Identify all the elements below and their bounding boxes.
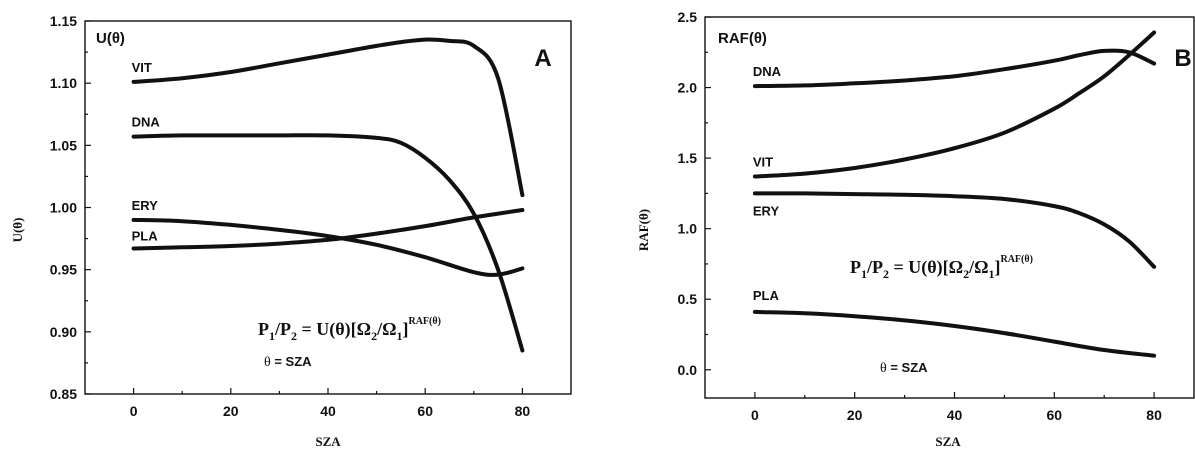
y-tick-label: 0.95: [50, 262, 77, 278]
x-tick-label: 40: [947, 407, 963, 423]
formula-a: P1/P2 = U(θ)[Ω2/Ω1]RAF(θ): [258, 316, 441, 343]
series-line-vit: [131, 37, 525, 198]
series-line-vit: [752, 30, 1157, 179]
x-tick-label: 60: [1046, 407, 1062, 423]
y-tick-label: 0.5: [678, 291, 698, 307]
formula-b-s2: 2: [883, 267, 889, 281]
y-tick-label: 0.85: [50, 386, 77, 402]
panel-label-b: B: [1174, 45, 1191, 72]
x-axis-label-a: SZA: [315, 434, 341, 449]
series-label-pla: PLA: [132, 229, 159, 244]
series-label-dna: DNA: [753, 64, 782, 79]
chart-title-b: RAF(θ): [718, 30, 767, 47]
series-label-pla: PLA: [753, 288, 780, 303]
y-tick-label: 1.5: [678, 150, 698, 166]
formula-b-s1: 1: [861, 267, 867, 281]
formula-a-mid: /Ω: [376, 319, 396, 339]
y-axis-b: 0.0 0.5 1.0 1.5 2.0 2.5: [678, 9, 711, 378]
series-line-dna: [131, 133, 525, 353]
y-tick-label: 2.5: [678, 9, 698, 25]
formula-a-s3: 2: [371, 329, 377, 343]
y-axis-a: 0.85 0.90 0.95 1.00 1.05 1.10 1.15: [50, 13, 91, 402]
y-tick-label: 1.10: [50, 75, 77, 91]
formula-b-slash: /P: [866, 257, 883, 277]
panel-label-a: A: [534, 45, 551, 72]
x-tick-label: 0: [751, 407, 759, 423]
y-tick-label: 1.0: [678, 221, 698, 237]
x-axis-label-b: SZA: [935, 434, 961, 449]
formula-a-eq: = U(θ)[Ω: [297, 319, 371, 340]
x-tick-label: 60: [417, 403, 433, 419]
series-label-vit: VIT: [132, 60, 152, 75]
formula-b-eq: = U(θ)[Ω: [889, 257, 963, 278]
x-tick-label: 40: [320, 403, 336, 419]
y-axis-label-b: RAF(θ): [636, 209, 651, 251]
formula-b-exp: RAF(θ): [1000, 254, 1032, 265]
x-tick-label: 20: [847, 407, 863, 423]
theta-note-b: θ = SZA: [880, 360, 928, 376]
theta-note-a-symbol: θ: [264, 355, 271, 370]
y-tick-label: 1.00: [50, 200, 77, 216]
y-tick-label: 1.15: [50, 13, 77, 29]
series-group-b: DNA VIT ERY PLA: [752, 30, 1157, 358]
formula-a-s1: 1: [269, 329, 275, 343]
series-line-ery: [752, 191, 1157, 269]
formula-b-s4: 1: [988, 267, 994, 281]
formula-a-exp: RAF(θ): [408, 316, 440, 327]
chart-title-a: U(θ): [96, 30, 125, 47]
formula-a-p: P: [258, 319, 269, 339]
series-label-vit: VIT: [753, 154, 773, 169]
chart-b: 0.0 0.5 1.0 1.5 2.0 2.5 0 20 40 60 80 DNA VIT ERY PL…: [636, 9, 1195, 449]
series-label-ery: ERY: [132, 198, 159, 213]
y-axis-label-a: U(θ): [10, 218, 25, 243]
x-tick-label: 20: [223, 403, 239, 419]
formula-b-s3: 2: [963, 267, 969, 281]
formula-b-close: ]: [994, 257, 1000, 277]
x-tick-label: 80: [515, 403, 531, 419]
y-tick-label: 0.90: [50, 324, 77, 340]
formula-a-slash: /P: [274, 319, 291, 339]
series-line-pla: [752, 309, 1157, 358]
formula-b-p: P: [850, 257, 861, 277]
series-group-a: VIT DNA ERY PLA: [131, 37, 525, 353]
formula-a-close: ]: [402, 319, 408, 339]
x-tick-label: 80: [1146, 407, 1162, 423]
series-line-ery: [131, 217, 525, 277]
series-line-dna: [752, 48, 1157, 89]
chart-a: 0.85 0.90 0.95 1.00 1.05 1.10 1.15 0 20 40 60 80 V…: [10, 13, 572, 449]
y-tick-label: 1.05: [50, 137, 77, 153]
theta-note-b-symbol: θ: [880, 361, 887, 376]
theta-note-b-text: = SZA: [887, 360, 928, 375]
series-line-pla: [131, 208, 525, 251]
formula-a-s4: 1: [396, 329, 402, 343]
y-tick-label: 0.0: [678, 362, 698, 378]
x-tick-label: 0: [130, 403, 138, 419]
y-tick-label: 2.0: [678, 80, 698, 96]
series-label-dna: DNA: [132, 115, 161, 130]
theta-note-a: θ = SZA: [264, 354, 312, 370]
formula-b: P1/P2 = U(θ)[Ω2/Ω1]RAF(θ): [850, 254, 1033, 281]
series-label-ery: ERY: [753, 203, 780, 218]
formula-a-s2: 2: [291, 329, 297, 343]
formula-b-mid: /Ω: [968, 257, 988, 277]
x-axis-b: 0 20 40 60 80: [751, 392, 1162, 423]
plot-frame-b: [704, 16, 1195, 399]
x-axis-a: 0 20 40 60 80: [130, 388, 531, 419]
theta-note-a-text: = SZA: [271, 354, 312, 369]
